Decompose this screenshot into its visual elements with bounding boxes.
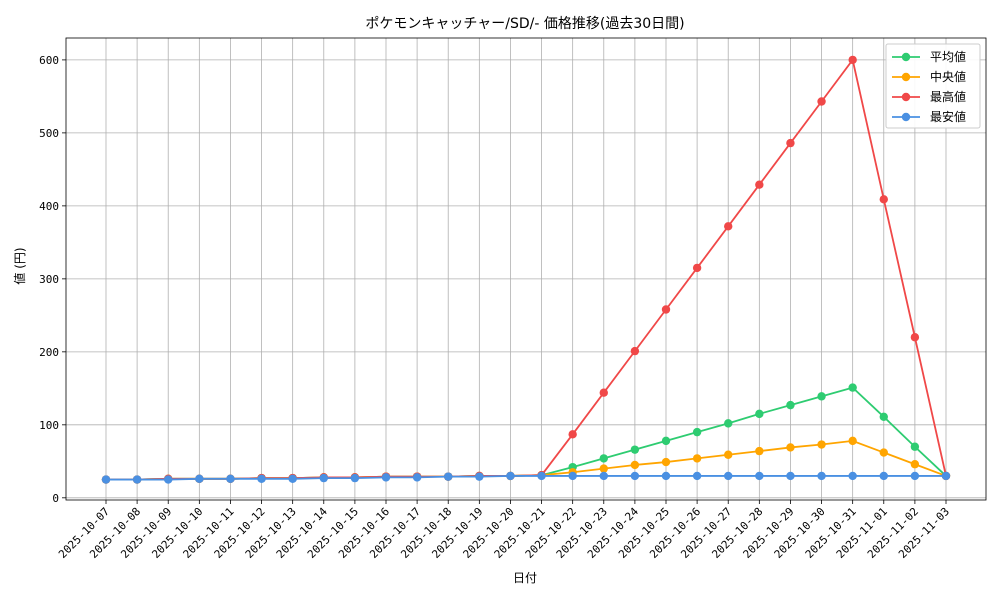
data-point xyxy=(692,263,702,273)
data-point xyxy=(506,471,515,481)
data-point xyxy=(817,471,826,481)
data-point xyxy=(444,472,453,481)
legend-box xyxy=(885,43,981,129)
data-point xyxy=(724,222,733,231)
chart-title: ポケモンキャッチャー/SD/- 価格推移(過去30日間) xyxy=(365,16,684,32)
data-point xyxy=(257,474,266,484)
data-point xyxy=(817,392,826,401)
data-point xyxy=(288,474,297,484)
data-point xyxy=(786,443,795,452)
data-point xyxy=(132,475,142,484)
series-1 xyxy=(101,383,951,484)
data-point xyxy=(599,471,608,481)
data-point xyxy=(786,400,795,410)
plot-frame xyxy=(65,37,987,501)
data-point xyxy=(848,55,857,65)
grid-lines xyxy=(66,38,986,500)
data-point xyxy=(381,473,391,482)
data-point xyxy=(817,440,826,449)
data-point xyxy=(755,180,764,189)
data-point xyxy=(599,388,608,397)
data-point xyxy=(910,333,920,342)
data-point xyxy=(879,471,888,481)
data-point xyxy=(879,195,888,204)
legend-item: 最安値 xyxy=(892,109,966,124)
data-point xyxy=(226,474,235,484)
legend-label: 中央値 xyxy=(930,69,966,84)
data-point xyxy=(630,471,640,481)
data-point xyxy=(101,475,111,484)
data-point xyxy=(599,464,608,473)
x-axis-label: 日付 xyxy=(513,571,537,585)
axes: 2025-10-072025-10-082025-10-092025-10-10… xyxy=(39,37,987,561)
data-point xyxy=(724,471,733,481)
data-point xyxy=(537,471,546,481)
data-point xyxy=(755,446,764,456)
legend-item: 最高値 xyxy=(892,89,966,104)
data-point xyxy=(630,460,640,470)
data-point xyxy=(599,454,608,463)
data-point xyxy=(755,471,764,481)
data-point xyxy=(848,383,857,392)
data-point xyxy=(786,138,795,148)
data-point xyxy=(661,457,671,467)
data-point xyxy=(661,436,671,446)
y-tick-label: 400 xyxy=(39,200,59,213)
data-point xyxy=(786,471,795,481)
series-line xyxy=(106,57,947,481)
data-point xyxy=(630,346,640,356)
series-3 xyxy=(101,55,951,484)
data-point xyxy=(692,454,702,463)
data-point xyxy=(879,448,888,457)
data-point xyxy=(350,473,360,483)
data-point xyxy=(848,471,857,481)
legend-swatch-marker xyxy=(901,112,911,122)
legend-swatch-marker xyxy=(901,92,911,102)
y-tick-label: 100 xyxy=(39,419,59,432)
data-point xyxy=(412,473,422,482)
data-point xyxy=(692,471,702,481)
data-point xyxy=(910,460,920,469)
data-point xyxy=(568,430,577,439)
data-point xyxy=(879,412,888,421)
data-point xyxy=(630,445,640,454)
legend-label: 最安値 xyxy=(930,109,966,124)
data-point xyxy=(692,427,702,437)
series-4 xyxy=(101,471,951,484)
data-point xyxy=(319,473,328,483)
data-point xyxy=(848,436,857,446)
y-tick-label: 0 xyxy=(52,492,59,505)
data-point xyxy=(724,419,733,428)
series-group xyxy=(101,55,951,484)
series-line xyxy=(106,475,946,481)
legend-item: 平均値 xyxy=(892,49,966,64)
y-tick-label: 600 xyxy=(39,54,59,67)
legend-item: 中央値 xyxy=(892,69,966,84)
data-point xyxy=(817,97,826,106)
legend-swatch-marker xyxy=(901,72,911,82)
y-tick-label: 200 xyxy=(39,346,59,359)
y-tick-label: 300 xyxy=(39,273,59,286)
data-point xyxy=(724,450,733,459)
y-axis-label: 値 (円) xyxy=(12,247,27,284)
y-tick-label: 500 xyxy=(39,127,59,140)
legend-label: 最高値 xyxy=(930,89,966,104)
data-point xyxy=(661,305,671,314)
data-point xyxy=(475,472,484,481)
data-point xyxy=(195,474,204,484)
legend-swatch-marker xyxy=(901,52,911,62)
data-point xyxy=(755,409,764,419)
series-line xyxy=(106,386,947,481)
legend-label: 平均値 xyxy=(930,49,966,64)
data-point xyxy=(941,471,951,481)
data-point xyxy=(910,442,920,451)
data-point xyxy=(661,471,671,481)
data-point xyxy=(910,471,920,481)
data-point xyxy=(164,475,173,484)
data-point xyxy=(568,471,577,481)
